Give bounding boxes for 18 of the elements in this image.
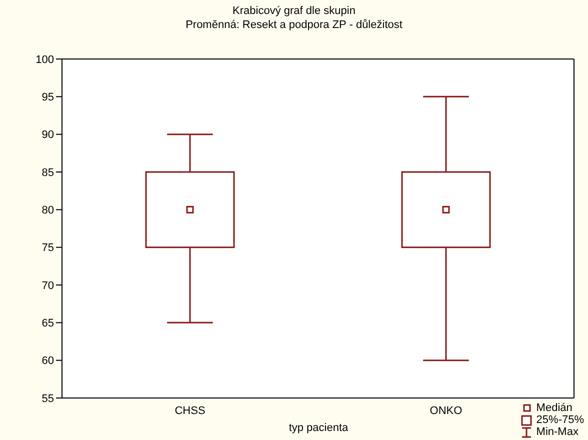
text: Min-Max: [536, 426, 578, 438]
y-tick-label: 85: [42, 166, 54, 179]
y-tick-label: 55: [42, 392, 54, 405]
y-tick-label: 90: [42, 129, 54, 142]
y-tick-label: 70: [42, 280, 54, 292]
y-tick-label: 60: [42, 355, 54, 368]
y-tick-label: 95: [42, 92, 54, 104]
y-tick-label: 80: [42, 204, 54, 217]
x-tick-label: ONKO: [430, 404, 463, 417]
chart-title: Krabicový graf dle skupin: [232, 4, 356, 18]
x-axis-title: typ pacienta: [288, 422, 348, 434]
y-tick-label: 65: [42, 318, 54, 330]
y-tick-label: 100: [36, 54, 54, 66]
y-tick-label: 75: [42, 242, 54, 254]
chart-subtitle: Proměnná: Resekt a podpora ZP - důležitost: [184, 18, 404, 32]
text: 25%-75%: [536, 414, 584, 426]
x-tick-label: CHSS: [174, 404, 206, 417]
text: Medián: [536, 402, 572, 414]
